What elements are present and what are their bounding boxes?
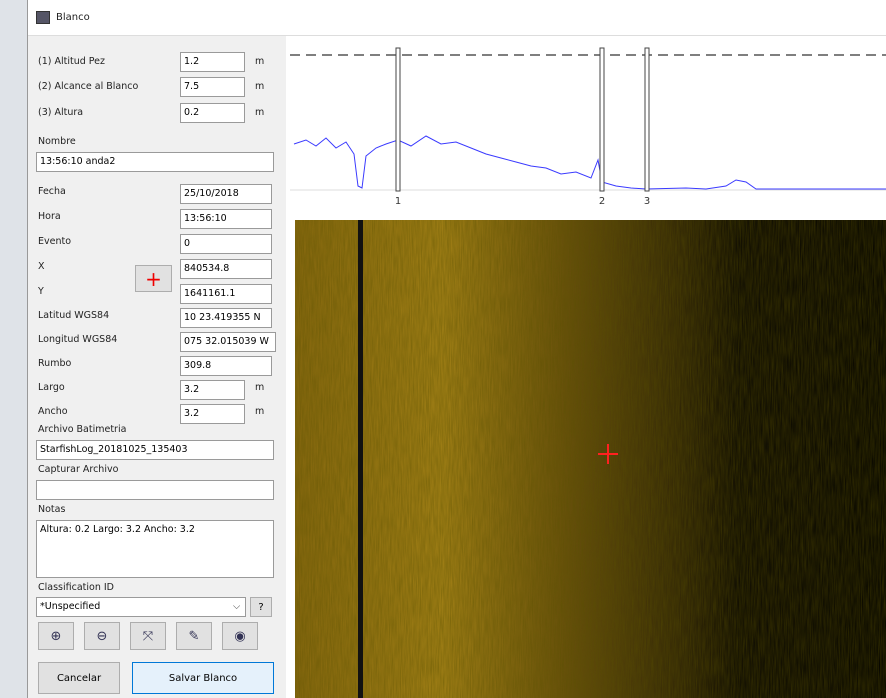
form-panel: (1) Altitud Pez 1.2 m (2) Alcance al Blanco…: [28, 36, 286, 698]
sonar-texture: [295, 220, 886, 698]
text-input[interactable]: 1.2: [180, 52, 245, 72]
field-label: X: [38, 261, 45, 272]
notes-input[interactable]: Altura: 0.2 Largo: 3.2 Ancho: 3.2: [36, 520, 274, 578]
unit-label: m: [255, 382, 265, 393]
window-icon: [36, 11, 50, 24]
text-input[interactable]: 840534.8: [180, 259, 272, 279]
field-label: Notas: [38, 504, 66, 515]
text-input[interactable]: 0.2: [180, 103, 245, 123]
field-label: Fecha: [38, 186, 66, 197]
unit-label: m: [255, 56, 265, 67]
pen-button[interactable]: ✎: [176, 622, 212, 650]
marker-line: [395, 47, 401, 192]
text-input[interactable]: 3.2: [180, 380, 245, 400]
altitude-trace: [293, 135, 886, 190]
field-label: Archivo Batimetria: [38, 424, 127, 435]
text-input[interactable]: 10 23.419355 N: [180, 308, 272, 328]
field-label: Classification ID: [38, 582, 114, 593]
save-button[interactable]: Salvar Blanco: [132, 662, 274, 694]
text-input[interactable]: 309.8: [180, 356, 272, 376]
text-input[interactable]: StarfishLog_20181025_135403: [36, 440, 274, 460]
zoom-out-button[interactable]: ⊖: [84, 622, 120, 650]
help-button[interactable]: ?: [250, 597, 272, 617]
window-title: Blanco: [56, 12, 90, 23]
field-label: Evento: [38, 236, 72, 247]
zoom-in-button[interactable]: ⊕: [38, 622, 74, 650]
text-input[interactable]: 075 32.015039 W: [180, 332, 276, 352]
marker-label: 3: [644, 196, 650, 207]
add-position-button[interactable]: +: [135, 265, 172, 292]
classification-select[interactable]: *Unspecified ⌵: [36, 597, 246, 617]
unit-label: m: [255, 107, 265, 118]
dropdown-arrow: ⌵: [233, 601, 241, 612]
nadir-line: [358, 220, 363, 698]
field-label: Rumbo: [38, 358, 72, 369]
field-label: Latitud WGS84: [38, 310, 110, 321]
text-input[interactable]: 7.5: [180, 77, 245, 97]
text-input[interactable]: 3.2: [180, 404, 245, 424]
field-label: (1) Altitud Pez: [38, 56, 105, 67]
marker-line: [599, 47, 605, 192]
unit-label: m: [255, 406, 265, 417]
text-input[interactable]: 0: [180, 234, 272, 254]
text-input[interactable]: 25/10/2018: [180, 184, 272, 204]
fit-button[interactable]: ⤧: [130, 622, 166, 650]
field-label: Hora: [38, 211, 61, 222]
title-bar: Blanco: [28, 0, 886, 36]
field-label: Capturar Archivo: [38, 464, 119, 475]
text-input[interactable]: 13:56:10 anda2: [36, 152, 274, 172]
field-label: (3) Altura: [38, 107, 84, 118]
marker-label: 2: [599, 196, 605, 207]
sonar-view: 1 2 3: [286, 36, 886, 698]
text-input[interactable]: 1641161.1: [180, 284, 272, 304]
text-input[interactable]: 13:56:10: [180, 209, 272, 229]
field-label: (2) Alcance al Blanco: [38, 81, 139, 92]
marker-label: 1: [395, 196, 401, 207]
text-input[interactable]: [36, 480, 274, 500]
marker-line: [644, 47, 650, 192]
field-label: Ancho: [38, 406, 68, 417]
cancel-button[interactable]: Cancelar: [38, 662, 120, 694]
unit-label: m: [255, 81, 265, 92]
field-label: Y: [38, 286, 44, 297]
field-label: Nombre: [38, 136, 76, 147]
camera-button[interactable]: ◉: [222, 622, 258, 650]
background-app: [0, 0, 28, 698]
target-cross: [598, 444, 618, 464]
field-label: Longitud WGS84: [38, 334, 118, 345]
field-label: Largo: [38, 382, 65, 393]
